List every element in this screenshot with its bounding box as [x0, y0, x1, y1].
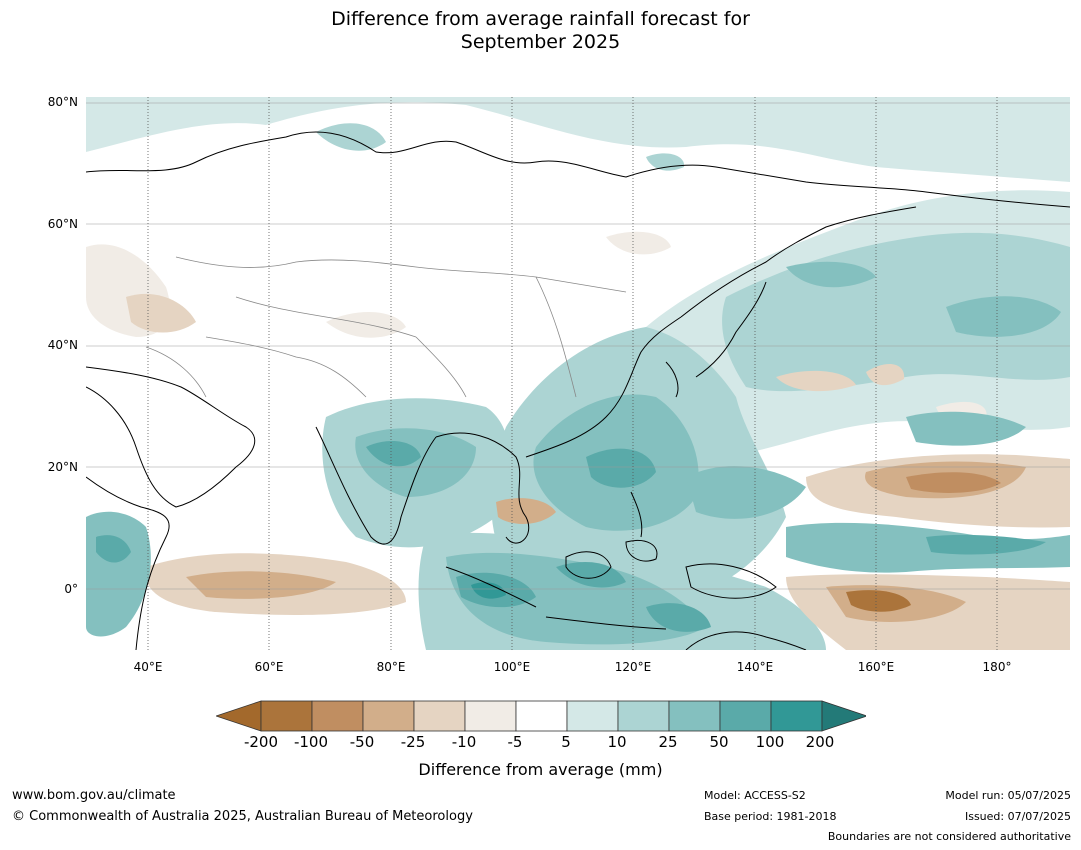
lon-label-100e: 100°E — [493, 660, 531, 674]
colorbar-segment — [413, 700, 466, 732]
colorbar-label: 10 — [607, 733, 627, 751]
lat-label-80n: 80°N — [47, 95, 78, 109]
colorbar-segment — [311, 700, 364, 732]
colorbar-label: -50 — [349, 733, 375, 751]
lon-label-140e: 140°E — [736, 660, 774, 674]
colorbar-arrow-high — [821, 700, 866, 732]
colorbar-segment — [719, 700, 772, 732]
colorbar-label: -200 — [243, 733, 279, 751]
colorbar-segment — [668, 700, 721, 732]
colorbar — [216, 700, 866, 732]
colorbar-segment — [566, 700, 619, 732]
colorbar-label: 25 — [658, 733, 678, 751]
title-line-2: September 2025 — [460, 31, 621, 53]
title-line-1: Difference from average rainfall forecas… — [331, 8, 750, 30]
lon-label-60e: 60°E — [254, 660, 284, 674]
map-svg — [86, 97, 1070, 650]
lon-label-160e: 160°E — [857, 660, 895, 674]
colorbar-segment — [260, 700, 313, 732]
colorbar-label: -100 — [293, 733, 329, 751]
lat-label-40n: 40°N — [47, 338, 78, 352]
lon-label-80e: 80°E — [376, 660, 406, 674]
colorbar-label: 200 — [805, 733, 835, 751]
colorbar-title: Difference from average (mm) — [418, 760, 663, 779]
colorbar-label: 5 — [561, 733, 571, 751]
lon-label-180: 180° — [982, 660, 1012, 674]
colorbar-label: 50 — [709, 733, 729, 751]
colorbar-segment — [617, 700, 670, 732]
colorbar-segment — [770, 700, 823, 732]
colorbar-arrow-low — [216, 700, 262, 732]
colorbar-segment — [515, 700, 568, 732]
colorbar-label: -5 — [507, 733, 523, 751]
footer-issued: Issued: 07/07/2025 — [964, 810, 1071, 823]
footer-copyright: © Commonwealth of Australia 2025, Austra… — [12, 809, 473, 824]
colorbar-label: -10 — [451, 733, 477, 751]
lat-label-0: 0° — [64, 582, 78, 596]
lat-label-20n: 20°N — [47, 460, 78, 474]
footer-url: www.bom.gov.au/climate — [12, 788, 176, 803]
footer-model: Model: ACCESS-S2 — [704, 789, 806, 802]
lon-label-40e: 40°E — [133, 660, 163, 674]
lon-label-120e: 120°E — [614, 660, 652, 674]
footer-base-period: Base period: 1981-2018 — [704, 810, 837, 823]
colorbar-segment — [362, 700, 415, 732]
footer-boundaries-note: Boundaries are not considered authoritat… — [827, 830, 1071, 843]
colorbar-label: 100 — [755, 733, 785, 751]
rainfall-anomaly-map — [86, 97, 1070, 650]
colorbar-segment — [464, 700, 517, 732]
footer-model-run: Model run: 05/07/2025 — [945, 789, 1071, 802]
colorbar-label: -25 — [400, 733, 426, 751]
chart-title: Difference from average rainfall forecas… — [0, 8, 1081, 54]
lat-label-60n: 60°N — [47, 217, 78, 231]
